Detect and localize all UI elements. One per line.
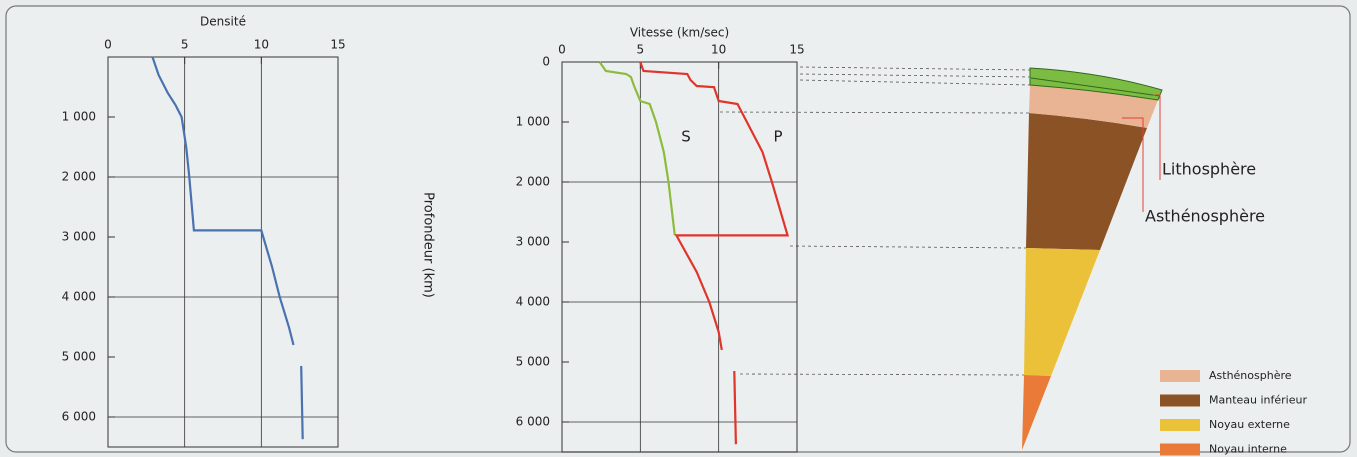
y-tick-label: 2 000 (516, 175, 550, 189)
y-tick-label: 4 000 (516, 295, 550, 309)
x-tick-label: 15 (330, 38, 345, 52)
legend-label: Noyau externe (1209, 418, 1290, 431)
layer-label: Lithosphère (1162, 160, 1256, 179)
x-tick-label: 5 (181, 38, 189, 52)
depth-axis-label: Profondeur (km) (421, 192, 436, 298)
y-tick-label: 1 000 (516, 115, 550, 129)
layer-label: Asthénosphère (1145, 207, 1265, 226)
series-label: S (681, 128, 691, 146)
series-label: P (773, 128, 782, 146)
y-tick-label: 2 000 (62, 170, 96, 184)
x-axis-title: Densité (200, 15, 246, 29)
x-tick-label: 15 (789, 43, 804, 57)
legend-label: Asthénosphère (1209, 369, 1292, 382)
y-tick-label: 4 000 (62, 290, 96, 304)
x-tick-label: 0 (104, 38, 112, 52)
x-axis-title: Vitesse (km/sec) (630, 26, 729, 40)
x-tick-label: 10 (711, 43, 726, 57)
legend-swatch (1160, 395, 1200, 407)
y-tick-label: 0 (542, 55, 550, 69)
y-tick-label: 5 000 (516, 355, 550, 369)
y-tick-label: 3 000 (516, 235, 550, 249)
y-tick-label: 6 000 (516, 415, 550, 429)
x-tick-label: 10 (254, 38, 269, 52)
legend-label: Noyau interne (1209, 443, 1287, 456)
page: Profondeur (km) Lithosphère Asthénosphèr… (0, 0, 1357, 457)
y-tick-label: 3 000 (62, 230, 96, 244)
legend-swatch (1160, 419, 1200, 431)
legend-swatch (1160, 444, 1200, 456)
legend-label: Manteau inférieur (1209, 394, 1307, 407)
legend-swatch (1160, 370, 1200, 382)
figure: Profondeur (km) Lithosphère Asthénosphèr… (0, 0, 1357, 457)
x-tick-label: 5 (637, 43, 645, 57)
x-tick-label: 0 (558, 43, 566, 57)
y-tick-label: 6 000 (62, 410, 96, 424)
y-tick-label: 1 000 (62, 110, 96, 124)
y-tick-label: 5 000 (62, 350, 96, 364)
